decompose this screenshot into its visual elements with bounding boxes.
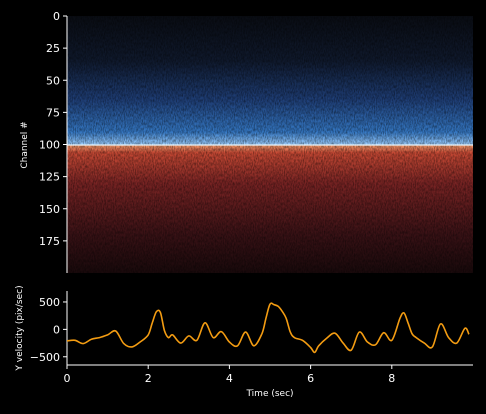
velocity-y-axis-label: Y velocity (pix/sec) [15, 285, 25, 371]
velocity-y-tick-label: −500 [30, 351, 60, 364]
velocity-x-tick-label: 2 [145, 372, 152, 385]
velocity-panel: −500 0 500 0 2 4 6 8 Y velocity (pix/sec) Time… [15, 285, 473, 399]
heatmap-y-tick-label: 25 [46, 42, 60, 55]
heatmap-y-tick-label: 175 [39, 235, 60, 248]
heatmap-panel: Channel # 0 25 50 75 100 125 150 175 [20, 10, 473, 273]
heatmap-y-tick-label: 75 [46, 106, 60, 119]
heatmap-y-tick-label: 125 [39, 171, 60, 184]
heatmap-y-tick-label: 150 [39, 203, 60, 216]
heatmap-y-tick-label: 0 [53, 10, 60, 23]
velocity-y-tick-label: 500 [39, 296, 60, 309]
heatmap-y-tick-label: 50 [46, 74, 60, 87]
heatmap-y-axis-label: Channel # [20, 121, 30, 168]
velocity-x-tick-label: 0 [64, 372, 71, 385]
heatmap-y-tick-label: 100 [39, 139, 60, 152]
velocity-x-tick-label: 4 [226, 372, 233, 385]
velocity-x-tick-label: 6 [307, 372, 314, 385]
velocity-x-axis-label: Time (sec) [245, 389, 293, 399]
velocity-series-line [66, 302, 470, 354]
velocity-x-tick-label: 8 [388, 372, 395, 385]
velocity-y-tick-label: 0 [53, 323, 60, 336]
